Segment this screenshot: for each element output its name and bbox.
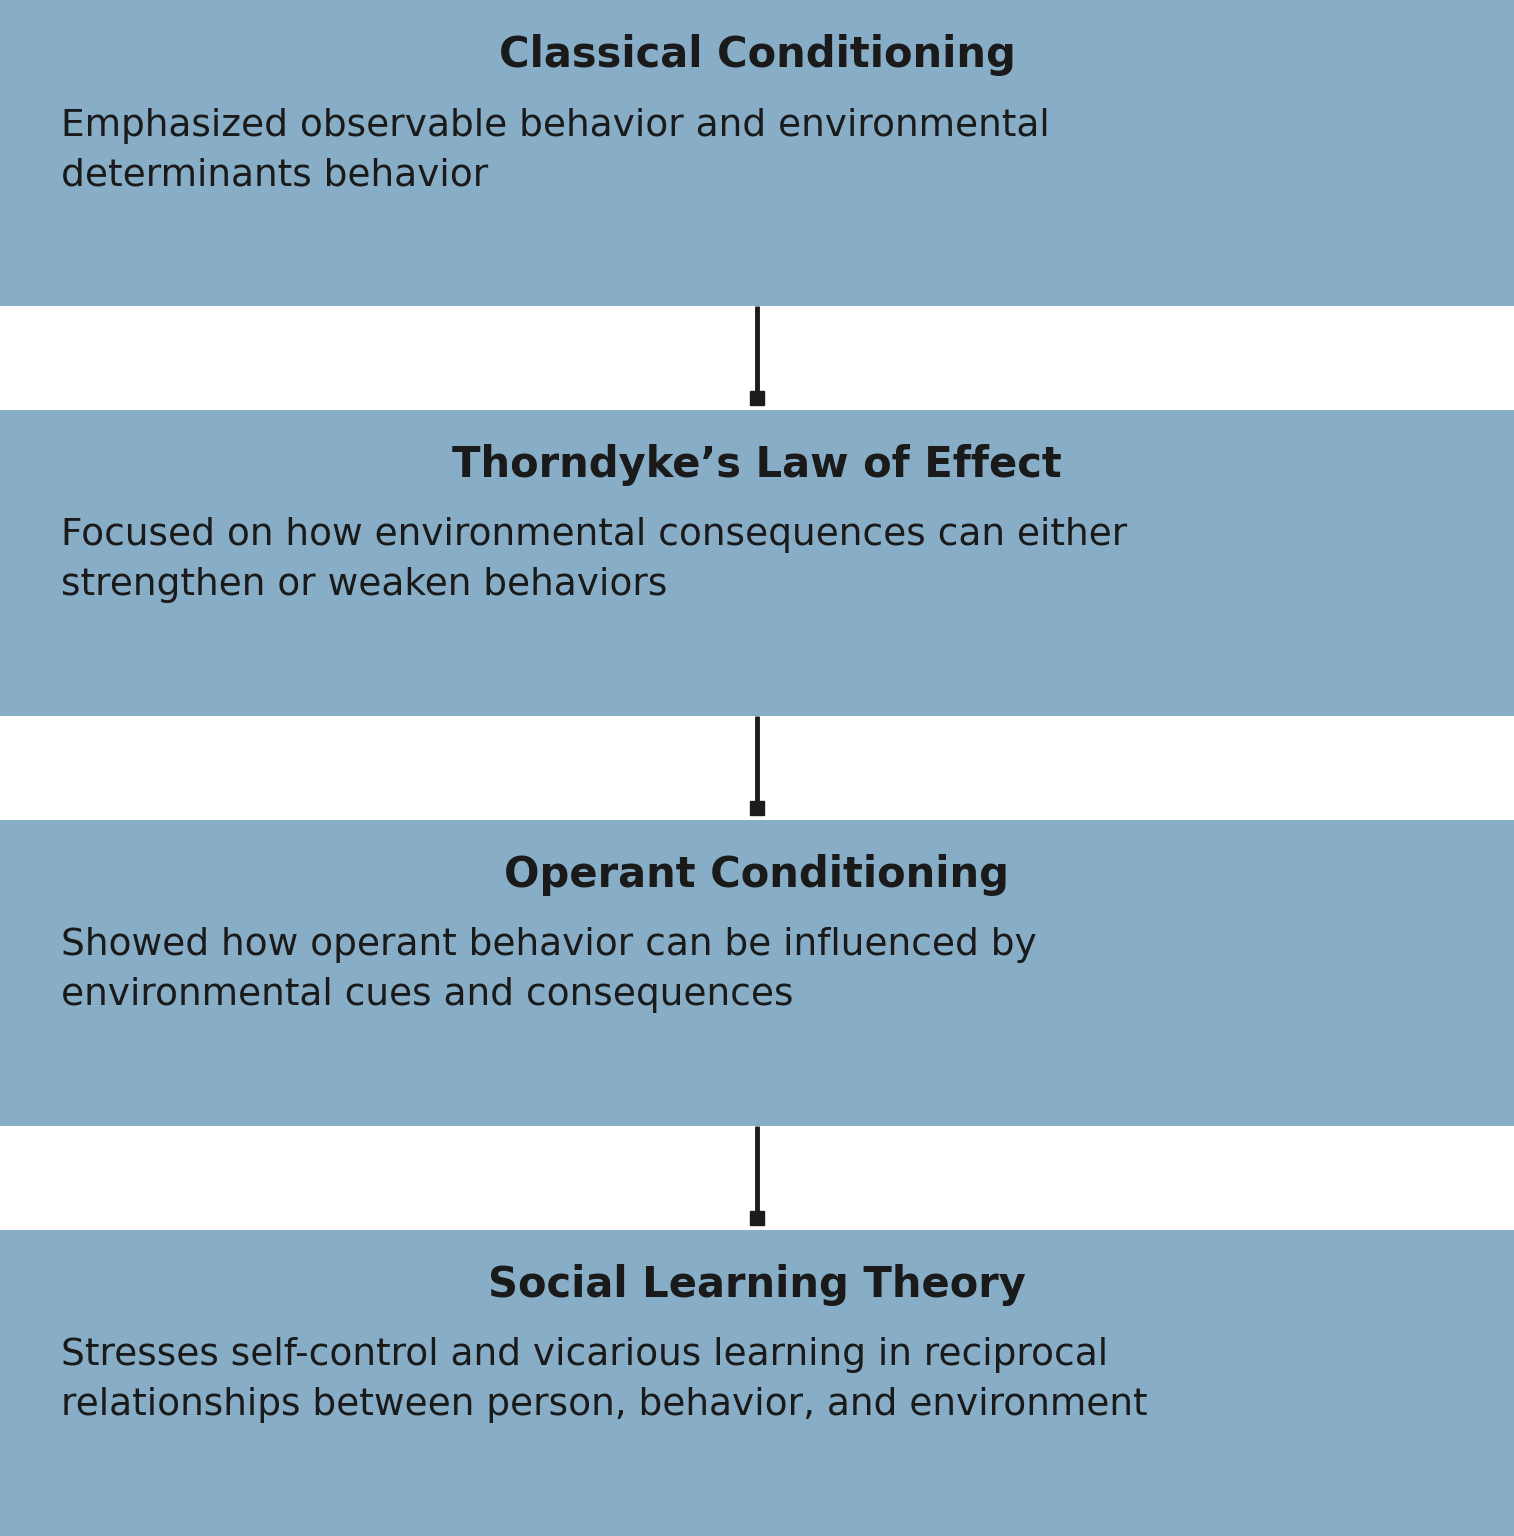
Bar	[0, 1230, 1514, 1536]
Text: Emphasized observable behavior and environmental
determinants behavior: Emphasized observable behavior and envir…	[61, 108, 1049, 194]
Text: Focused on how environmental consequences can either
strengthen or weaken behavi: Focused on how environmental consequence…	[61, 518, 1126, 604]
Text: Operant Conditioning: Operant Conditioning	[504, 854, 1010, 895]
Bar	[0, 0, 1514, 306]
Bar	[0, 410, 1514, 716]
Bar	[0, 820, 1514, 1126]
Text: Thorndyke’s Law of Effect: Thorndyke’s Law of Effect	[453, 444, 1061, 485]
Text: Classical Conditioning: Classical Conditioning	[498, 34, 1016, 75]
Text: Stresses self-control and vicarious learning in reciprocal
relationships between: Stresses self-control and vicarious lear…	[61, 1338, 1148, 1424]
Text: Showed how operant behavior can be influenced by
environmental cues and conseque: Showed how operant behavior can be influ…	[61, 928, 1036, 1014]
Text: Social Learning Theory: Social Learning Theory	[488, 1264, 1026, 1306]
